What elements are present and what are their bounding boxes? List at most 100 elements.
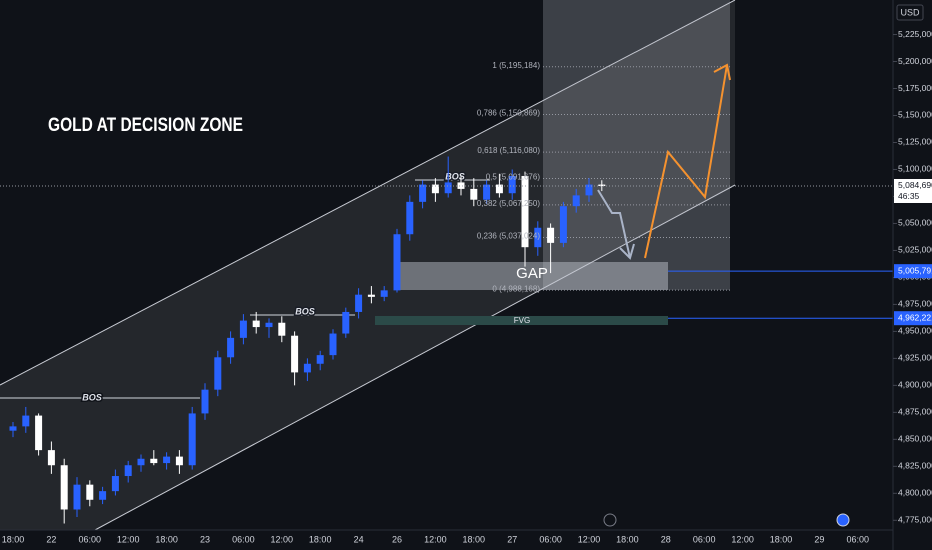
y-tick-label: 4,850,000 [898,434,932,444]
y-tick-label: 4,900,000 [898,380,932,390]
candle-body [329,333,337,356]
y-tick-label: 5,050,000 [898,218,932,228]
fib-box [543,0,730,290]
candle-body [431,184,439,194]
candle-body [508,175,516,194]
price-tag-label: 5,084,690 [898,180,932,190]
candle-body [47,450,55,466]
candle-body [252,320,260,328]
candle-body [598,184,606,186]
candle-body [99,491,107,500]
gap-box [395,262,668,290]
x-tick-label: 12:00 [731,534,754,544]
candle-body [73,484,81,510]
candle-body [303,363,311,373]
x-tick-label: 18:00 [463,534,486,544]
y-tick-label: 5,225,000 [898,29,932,39]
candle-body [60,465,68,510]
up-arrow-head [713,63,731,81]
fvg-label: FVG [514,316,530,325]
fib-label: 0,382 (5,067,250) [477,199,540,208]
channel-bottom [94,184,736,531]
x-tick-label: 26 [392,534,402,544]
channel-top [0,0,736,386]
candle-body [188,413,196,466]
price-tag [894,311,932,326]
countdown: 46:35 [898,191,920,201]
x-tick-label: 12:00 [578,534,601,544]
x-tick-label: 12:00 [424,534,447,544]
y-tick-label: 4,875,000 [898,407,932,417]
candle-body [367,294,375,297]
candle-body [227,337,235,358]
marks [0,66,893,524]
y-tick-label: 5,125,000 [898,137,932,147]
candle-body [342,311,350,334]
x-tick-label: 06:00 [79,534,102,544]
candle-body [393,234,401,291]
event-icon [603,513,617,527]
x-tick-label: 18:00 [2,534,25,544]
candle-body [291,335,299,373]
fvg-box [375,316,668,325]
x-tick-label: 24 [354,534,364,544]
x-tick-label: 06:00 [232,534,255,544]
candle-body [495,184,503,194]
candle-body [355,294,363,312]
price-tag-label: 5,005,791 [898,265,932,275]
x-tick-label: 12:00 [271,534,294,544]
down-arrow [597,189,631,259]
y-tick-label: 5,200,000 [898,56,932,66]
y-tick-label: 4,775,000 [898,515,932,525]
gap-label: GAP [516,265,548,282]
currency-box [896,4,924,21]
x-tick-label: 18:00 [155,534,178,544]
candle-body [419,184,427,202]
candle-body [137,458,145,466]
candle-body [239,320,247,338]
x-tick-label: 06:00 [847,534,870,544]
currency: USD [900,7,920,17]
candle-body [444,182,452,194]
fib-label: 1 (5,195,184) [492,61,540,70]
candle-body [214,357,222,390]
candle-body [201,389,209,414]
candle-body [163,456,171,464]
price-tag-label: 4,962,221 [898,312,932,322]
x-tick-label: 18:00 [309,534,332,544]
x-tick-label: 06:00 [539,534,562,544]
fib-label: 0,786 (5,150,869) [477,109,540,118]
fib-label: 0 (4,988,168) [492,284,540,293]
x-tick-label: 18:00 [616,534,639,544]
price-tag [894,264,932,279]
candle-body [470,188,478,200]
candle-body [175,456,183,466]
candle-body [124,465,132,477]
y-tick-label: 4,950,000 [898,326,932,336]
fib-label: 0,618 (5,116,080) [477,146,540,155]
candle-body [559,206,567,243]
down-arrow-head [619,243,635,260]
fib-label: 0,236 (5,037,024) [477,232,540,241]
x-tick-label: 18:00 [770,534,793,544]
candle-body [316,355,324,364]
x-tick-label: 06:00 [693,534,716,544]
x-tick-label: 12:00 [117,534,140,544]
x-tick-label: 27 [507,534,517,544]
y-tick-label: 5,150,000 [898,110,932,120]
candle-body [265,322,273,328]
y-tick-label: 5,100,000 [898,164,932,174]
bos-label: BOS [82,392,102,402]
candle-body [483,184,491,200]
candle-body [406,201,414,235]
flag-icon [836,513,850,527]
candle-body [547,227,555,243]
candle-body [380,290,388,297]
candle-body [457,182,465,189]
y-tick-label: 4,800,000 [898,488,932,498]
candle-body [150,458,158,464]
y-tick-label: 4,825,000 [898,461,932,471]
x-tick-label: 28 [661,534,671,544]
fib-label: 0,5 (5,091,676) [486,173,541,182]
